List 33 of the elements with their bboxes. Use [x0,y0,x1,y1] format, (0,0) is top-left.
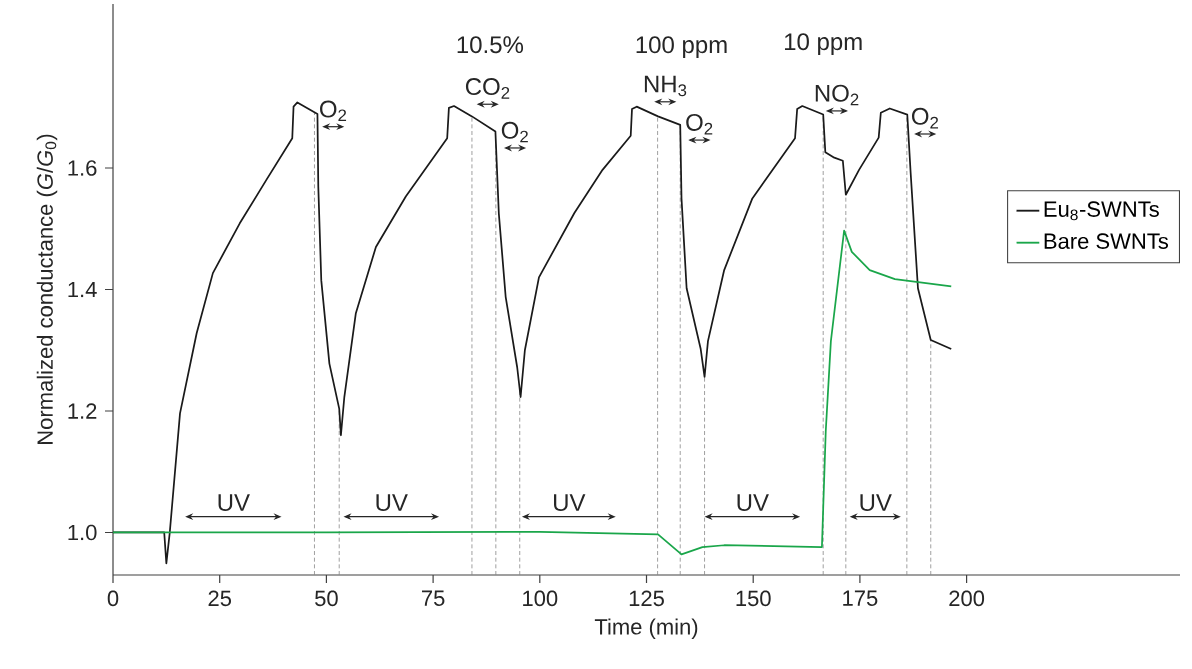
x-tick-label: 175 [843,590,878,606]
annotation: UV [218,494,250,512]
annotation: UV [554,494,586,512]
y-tick-label: 1.0 [68,524,97,541]
y-tick-label: 1.6 [68,160,97,176]
x-tick-label: 200 [949,590,985,607]
x-tick-label: 100 [523,590,558,607]
line-series [112,229,953,556]
legend-label: Bare SWNTs [1044,233,1169,249]
annotation: O$_{2}$ [686,113,713,135]
x-tick-label: 0 [107,590,119,607]
annotation: UV [737,494,769,512]
x-tick-label: 150 [736,590,771,607]
y-tick-label: 1.4 [68,281,97,298]
annotation: 10 ppm [784,33,862,55]
annotation: O$_{2}$ [501,121,528,143]
legend-label: Eu$_{8}$-SWNTs [1044,201,1159,221]
x-tick-label: 50 [315,590,338,607]
x-tick-label: 25 [208,590,232,607]
x-tick-label: 75 [422,590,445,606]
annotation: UV [376,494,408,512]
annotation: 10.5% [457,36,524,54]
x-tick-label: 125 [629,590,664,607]
annotation: CO$_{2}$ [465,78,510,99]
annotation: NH$_{3}$ [644,75,687,97]
y-axis-title: Normalized conductance (G/G$_{0}$) [36,134,58,444]
annotation: UV [860,494,892,512]
annotation: O$_{2}$ [911,107,939,129]
y-tick-label: 1.2 [68,403,97,419]
annotation: NO$_{2}$ [815,84,859,106]
x-axis-title: Time (min) [594,618,698,639]
annotation: O$_{2}$ [320,100,347,122]
annotation: 100 ppm [636,36,727,58]
